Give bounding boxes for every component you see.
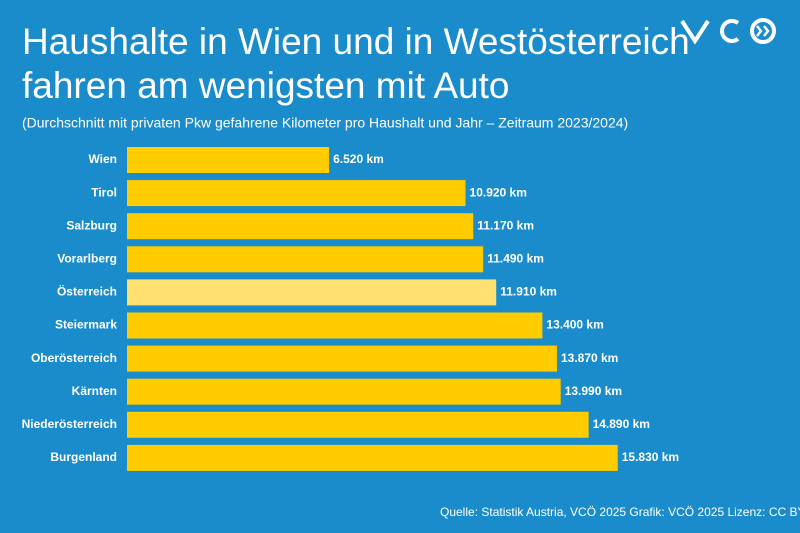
value-label: 10.920 km — [470, 185, 527, 199]
value-label: 13.990 km — [565, 384, 622, 398]
y-tick-label: Oberösterreich — [31, 351, 117, 365]
y-tick-label: Vorarlberg — [57, 251, 117, 265]
chart-title: fahren am wenigsten mit Auto — [22, 65, 509, 106]
bar — [127, 312, 543, 339]
y-tick-label: Niederösterreich — [22, 417, 117, 431]
y-tick-label: Wien — [88, 152, 117, 166]
value-label: 13.870 km — [561, 351, 618, 365]
source-note: Quelle: Statistik Austria, VCÖ 2025 Graf… — [440, 505, 800, 519]
bar — [127, 411, 589, 438]
bar — [127, 180, 466, 207]
value-label: 14.890 km — [593, 417, 650, 431]
value-label: 11.170 km — [477, 218, 534, 232]
y-tick-label: Tirol — [91, 185, 117, 199]
value-label: 11.490 km — [487, 251, 544, 265]
value-label: 11.910 km — [500, 285, 557, 299]
chart-title: Haushalte in Wien und in Westösterreich — [22, 21, 690, 62]
bar — [127, 213, 474, 240]
logo — [680, 18, 776, 45]
value-label: 6.520 km — [333, 152, 384, 166]
bar — [127, 345, 557, 372]
chart-subtitle: (Durchschnitt mit privaten Pkw gefahrene… — [22, 115, 628, 131]
bar — [127, 279, 497, 306]
value-label: 13.400 km — [546, 318, 603, 332]
bar — [127, 147, 330, 173]
bar — [127, 378, 561, 405]
y-tick-label: Steiermark — [55, 318, 117, 332]
y-tick-label: Salzburg — [66, 218, 117, 232]
bar — [127, 444, 618, 471]
value-label: 15.830 km — [622, 450, 679, 464]
bar — [127, 246, 484, 273]
y-tick-label: Burgenland — [50, 450, 117, 464]
y-tick-label: Österreich — [57, 284, 117, 299]
y-tick-label: Kärnten — [72, 384, 117, 398]
